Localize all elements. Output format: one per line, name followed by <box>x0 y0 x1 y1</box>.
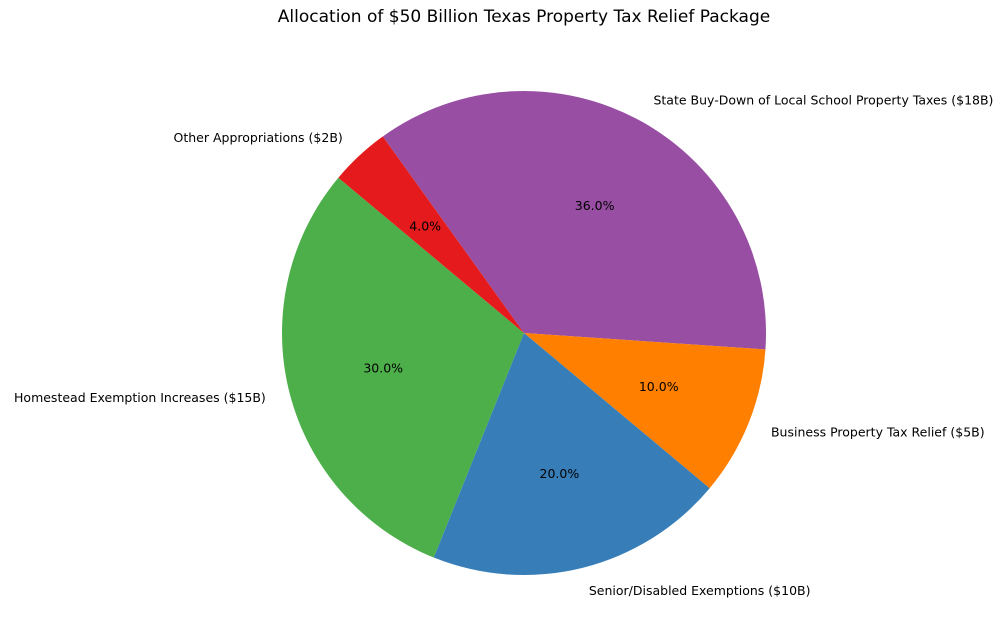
slice-label: Business Property Tax Relief ($5B) <box>771 424 985 439</box>
slice-percent-label: 30.0% <box>363 360 403 375</box>
pie-slice <box>382 91 766 350</box>
slice-percent-label: 10.0% <box>639 379 679 394</box>
pie-slice <box>524 333 766 489</box>
slice-label: Homestead Exemption Increases ($15B) <box>14 390 266 405</box>
slice-percent-label: 36.0% <box>575 198 615 213</box>
slice-percent-label: 20.0% <box>540 466 580 481</box>
chart-title: Allocation of $50 Billion Texas Property… <box>278 7 770 27</box>
pie-slices <box>282 91 766 575</box>
slice-label: State Buy-Down of Local School Property … <box>653 92 993 107</box>
pie-slice <box>433 333 710 575</box>
slice-labels: State Buy-Down of Local School Property … <box>14 92 993 598</box>
pie-slice <box>338 136 524 333</box>
slice-percent-label: 4.0% <box>409 219 441 234</box>
pie-slice <box>282 177 524 558</box>
slice-label: Senior/Disabled Exemptions ($10B) <box>589 583 811 598</box>
percent-labels: 36.0% 10.0% 20.0% 30.0% 4.0% <box>363 198 678 481</box>
slice-label: Other Appropriations ($2B) <box>174 130 343 145</box>
